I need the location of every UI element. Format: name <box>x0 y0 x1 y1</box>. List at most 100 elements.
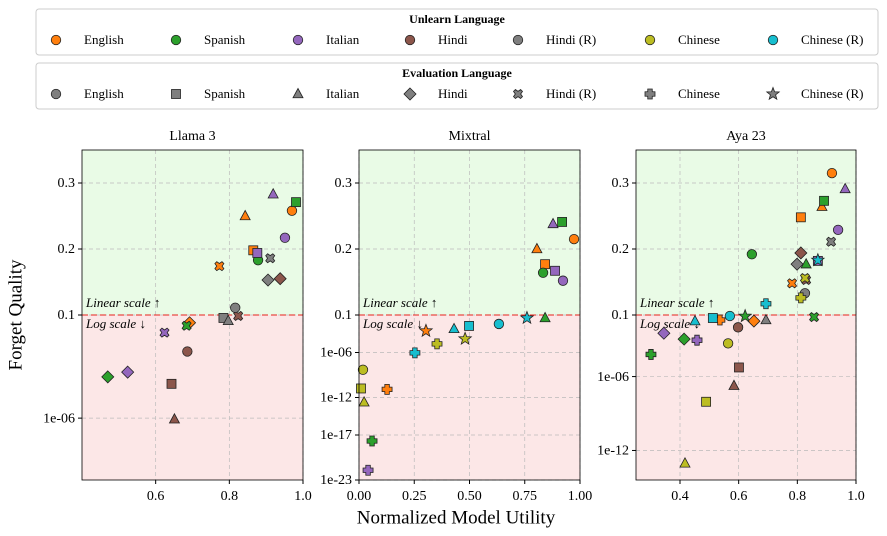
point <box>819 195 829 206</box>
region-linear <box>82 150 303 315</box>
legend-box <box>35 8 879 56</box>
point <box>366 435 378 447</box>
y-tick-label: 0.2 <box>335 242 353 257</box>
point <box>265 253 276 264</box>
point <box>547 217 559 229</box>
point <box>724 310 736 322</box>
y-tick-label: 0.3 <box>58 176 76 191</box>
x-tick-label: 0.75 <box>513 489 538 504</box>
legend-label: Chinese (R) <box>801 32 863 47</box>
x-tick-label: 0.50 <box>457 489 482 504</box>
point <box>457 331 473 346</box>
point <box>800 257 812 269</box>
plot-frame <box>635 149 857 481</box>
x-tick-label: 1.00 <box>568 489 593 504</box>
point <box>493 318 505 330</box>
legend-label: Hindi <box>438 86 468 101</box>
point <box>409 347 421 359</box>
point <box>826 236 837 247</box>
legend-label: Hindi (R) <box>546 32 596 47</box>
point <box>448 322 460 334</box>
legend-marker <box>292 87 304 99</box>
region-linear <box>636 150 856 315</box>
point <box>832 224 844 236</box>
linear-note: Linear scale ↑ <box>85 295 160 310</box>
point <box>291 197 301 208</box>
point <box>701 396 712 407</box>
legend-label: Chinese (R) <box>801 86 863 101</box>
point <box>728 379 740 390</box>
point <box>707 313 718 323</box>
x-tick-label: 1.0 <box>294 489 312 504</box>
y-tick-label: 1e-23 <box>320 473 352 488</box>
point <box>230 302 241 313</box>
linear-note: Linear scale ↑ <box>639 295 714 310</box>
point <box>689 314 701 326</box>
point <box>537 267 549 278</box>
legend-label: Spanish <box>204 86 246 101</box>
x-axis-label: Normalized Model Utility <box>357 507 556 528</box>
region-log <box>82 315 303 480</box>
point <box>550 265 560 276</box>
point <box>464 321 474 331</box>
point <box>362 464 374 476</box>
legend-marker <box>403 87 417 101</box>
x-tick-label: 1.0 <box>847 489 865 504</box>
point <box>557 275 569 286</box>
point <box>182 346 193 357</box>
point <box>732 322 744 333</box>
legend-label: Italian <box>326 86 360 101</box>
legend-label: English <box>84 86 124 101</box>
point <box>790 257 804 271</box>
legend-marker <box>292 34 304 46</box>
legend-marker <box>170 34 182 46</box>
legend-label: Chinese <box>678 86 720 101</box>
region-linear <box>359 150 580 315</box>
legend-marker <box>644 34 656 46</box>
region-log <box>636 315 856 480</box>
log-note: Log scale ↓ <box>362 316 423 331</box>
y-tick-label: 1e-12 <box>597 444 629 459</box>
point <box>279 232 291 243</box>
point <box>568 233 580 245</box>
point <box>839 182 851 194</box>
legend-label: English <box>84 32 124 47</box>
point <box>159 327 170 338</box>
y-tick-label: 1e-06 <box>43 411 75 426</box>
point <box>286 205 298 216</box>
panel-title: Llama 3 <box>169 129 215 144</box>
point <box>431 338 443 350</box>
legend-marker <box>644 88 656 100</box>
y-tick-label: 0.1 <box>612 308 630 323</box>
point <box>181 320 192 331</box>
x-tick-label: 0.00 <box>347 489 372 504</box>
x-tick-label: 0.6 <box>730 489 748 504</box>
legend-label: Hindi <box>438 32 468 47</box>
x-tick-label: 0.4 <box>671 489 689 504</box>
point <box>799 273 810 284</box>
point <box>531 242 543 254</box>
point <box>267 187 279 199</box>
point <box>737 308 753 323</box>
point <box>357 364 369 375</box>
x-tick-label: 0.8 <box>789 489 807 504</box>
panel-title: Aya 23 <box>726 129 766 144</box>
y-axis-label: Forget Quality <box>5 259 26 371</box>
point <box>810 252 826 267</box>
point <box>418 323 434 338</box>
point <box>356 383 366 394</box>
legend-marker <box>512 34 524 46</box>
point <box>168 412 181 424</box>
point <box>261 273 275 287</box>
point <box>826 167 838 179</box>
point <box>809 312 820 323</box>
point <box>760 298 772 310</box>
point <box>557 217 567 227</box>
y-tick-label: 0.1 <box>335 308 353 323</box>
plot-frame <box>81 149 304 481</box>
y-tick-label: 0.1 <box>58 308 76 323</box>
panel-title: Mixtral <box>449 129 491 144</box>
legend-marker <box>767 34 779 46</box>
point <box>358 395 370 407</box>
